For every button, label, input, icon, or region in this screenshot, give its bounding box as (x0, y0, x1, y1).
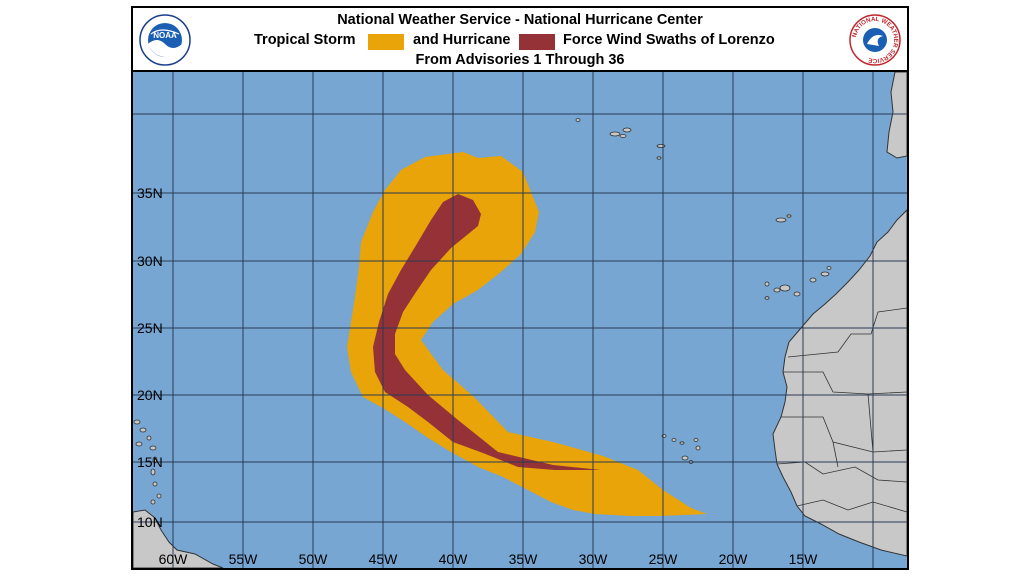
lat-label: 10N (137, 514, 163, 530)
longitude-labels: 60W 55W 50W 45W 40W 35W 30W 25W 20W 15W (159, 551, 819, 567)
lon-label: 15W (789, 551, 819, 567)
lon-label: 45W (369, 551, 399, 567)
lat-label: 35N (137, 185, 163, 201)
lon-label: 20W (719, 551, 749, 567)
page-subtitle: From Advisories 1 Through 36 (415, 52, 625, 68)
legend-hurricane-swatch (519, 34, 555, 50)
hurricane-swath (373, 194, 601, 470)
canary-islands (764, 266, 832, 300)
map-frame: NOAA National Weather Service - National… (131, 6, 909, 570)
lon-label: 50W (299, 551, 329, 567)
legend-tropical-storm-label: Tropical Storm (254, 32, 356, 48)
africa-border (776, 307, 907, 513)
noaa-logo-text: NOAA (153, 31, 177, 40)
madeira-islands (775, 214, 792, 223)
lon-label: 55W (229, 551, 259, 567)
lon-label: 60W (159, 551, 189, 567)
lon-label: 30W (579, 551, 609, 567)
nws-logo: NATIONAL WEATHER SERVICE (849, 14, 901, 66)
south-america-land (133, 509, 224, 568)
header: NOAA National Weather Service - National… (133, 8, 907, 72)
latitude-labels: 35N 30N 25N 20N 15N 10N (137, 185, 163, 530)
page-title: National Weather Service - National Hurr… (337, 12, 703, 28)
noaa-logo: NOAA (139, 14, 191, 66)
lon-label: 25W (649, 551, 679, 567)
ocean (133, 72, 907, 568)
lon-label: 40W (439, 551, 469, 567)
legend-hurricane-label: and Hurricane (413, 32, 511, 48)
hurricane-map: 35N 30N 25N 20N 15N 10N 60W 55W 50W 45W … (133, 72, 907, 568)
graticule (133, 72, 907, 568)
lon-label: 35W (509, 551, 539, 567)
lat-label: 20N (137, 387, 163, 403)
legend-tropical-storm-swatch (368, 34, 404, 50)
iberia-land (886, 72, 907, 159)
lat-label: 15N (137, 454, 163, 470)
legend-tail-label: Force Wind Swaths of Lorenzo (563, 32, 775, 48)
lat-label: 30N (137, 253, 163, 269)
lat-label: 25N (137, 320, 163, 336)
